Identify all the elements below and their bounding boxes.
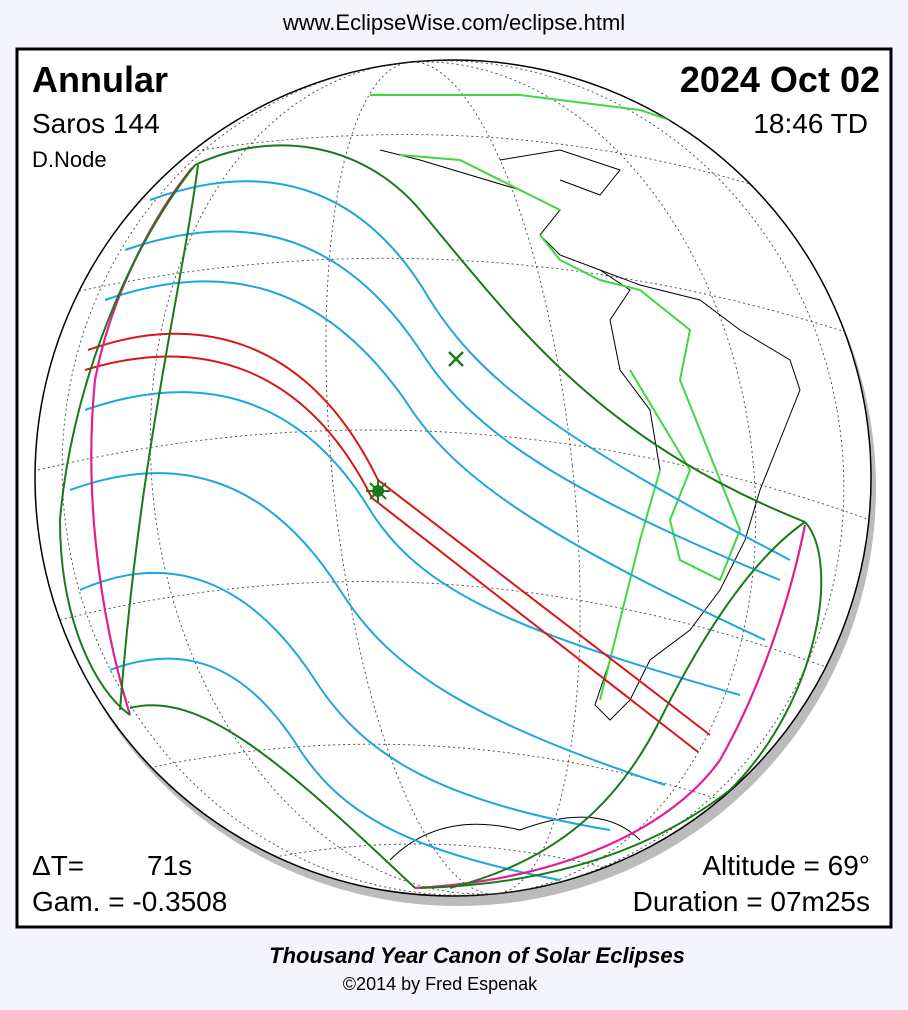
- delta-t: 71s: [147, 850, 192, 881]
- delta-t-label: ΔT=: [32, 850, 84, 881]
- path-lines: [58, 144, 823, 890]
- globe-disc: [34, 59, 872, 897]
- greatest-eclipse-marker: [366, 479, 390, 503]
- subsolar-marker: [448, 351, 464, 367]
- gamma: Gam. = -0.3508: [32, 886, 227, 917]
- footer-title: Thousand Year Canon of Solar Eclipses: [269, 943, 685, 968]
- graticule: [37, 60, 871, 896]
- saros: Saros 144: [32, 108, 160, 139]
- node: D.Node: [32, 147, 107, 172]
- url: www.EclipseWise.com/eclipse.html: [282, 10, 625, 35]
- duration: Duration = 07m25s: [633, 886, 870, 917]
- eclipse-type: Annular: [32, 59, 168, 100]
- date: 2024 Oct 02: [680, 59, 880, 100]
- globe: [34, 59, 876, 906]
- time: 18:46 TD: [753, 108, 868, 139]
- altitude: Altitude = 69°: [702, 850, 870, 881]
- footer-credit: ©2014 by Fred Espenak: [343, 974, 538, 994]
